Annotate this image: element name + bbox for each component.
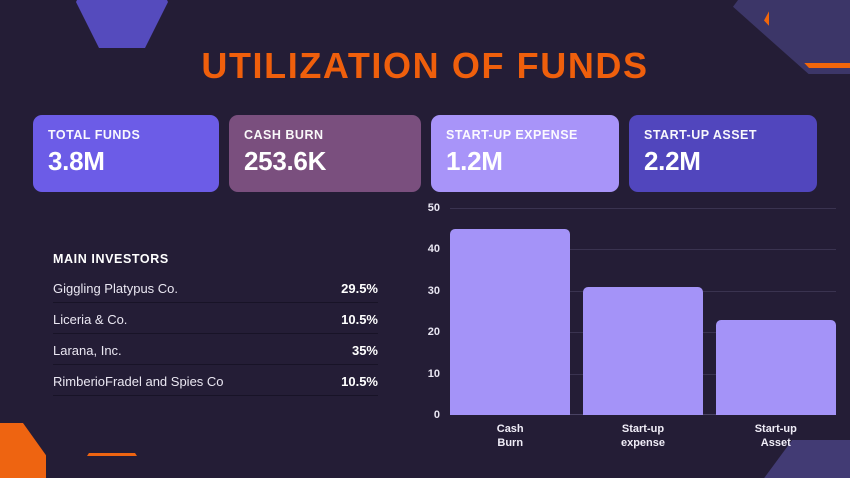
- stat-card-label: START-UP ASSET: [644, 128, 758, 142]
- stat-card-label: TOTAL FUNDS: [48, 128, 141, 142]
- table-row: RimberioFradel and Spies Co 10.5%: [53, 374, 378, 396]
- investor-name: Larana, Inc.: [53, 343, 122, 358]
- chart-bar: [715, 319, 836, 415]
- hexagon-decoration-top-left: [76, 0, 168, 48]
- chart-x-tick-label: Cash Burn: [450, 422, 570, 450]
- chart-y-tick-label: 40: [427, 243, 440, 256]
- chart-gridline: [450, 208, 836, 209]
- investor-name: RimberioFradel and Spies Co: [53, 374, 224, 389]
- chart-y-tick-label: 50: [427, 202, 440, 214]
- stat-card-startup-asset: START-UP ASSET 2.2M: [629, 115, 817, 192]
- investor-percent: 10.5%: [341, 312, 378, 327]
- chart-y-tick-label: 20: [427, 326, 440, 339]
- stat-card-value: 3.8M: [48, 146, 105, 176]
- stat-card-label: CASH BURN: [244, 128, 324, 142]
- investor-name: Giggling Platypus Co.: [53, 281, 179, 296]
- investor-percent: 10.5%: [341, 374, 378, 389]
- chart-bar-slot: [450, 208, 571, 415]
- stat-card-row: TOTAL FUNDS 3.8M CASH BURN 253.6K START-…: [33, 115, 817, 192]
- table-row: Giggling Platypus Co. 29.5%: [53, 281, 378, 303]
- chart-bar: [450, 228, 571, 415]
- chart-y-tick-label: 0: [433, 409, 440, 421]
- chart-x-tick-line: Burn: [497, 437, 524, 449]
- stat-card-value: 1.2M: [446, 146, 503, 176]
- stat-card-label: START-UP EXPENSE: [446, 128, 578, 142]
- stat-card-value: 2.2M: [644, 146, 701, 176]
- chart-y-tick-label: 30: [427, 284, 440, 297]
- main-investors-heading: MAIN INVESTORS: [53, 252, 169, 266]
- funds-bar-chart: 50 40 30 20 10 0 Cash Burn Start-up expense Start…: [424, 200, 836, 458]
- stat-card-startup-expense: START-UP EXPENSE 1.2M: [431, 115, 619, 192]
- hexagon-outline-decoration-bottom-left: [64, 453, 160, 478]
- chart-x-tick-line: Start-up: [754, 423, 797, 435]
- page-title: UTILIZATION OF FUNDS: [201, 45, 649, 86]
- table-row: Liceria & Co. 10.5%: [53, 312, 378, 334]
- investor-percent: 29.5%: [341, 281, 378, 296]
- chart-gridline: [450, 249, 836, 251]
- chart-bar-slot: [715, 208, 836, 415]
- chart-x-tick-line: Cash: [496, 423, 524, 435]
- chart-x-axis: Cash Burn Start-up expense Start-up Asset: [450, 422, 836, 450]
- stat-card-value: 253.6K: [244, 146, 327, 176]
- chart-x-tick-line: Start-up: [621, 423, 665, 435]
- chart-x-tick-label: Start-up expense: [583, 422, 703, 450]
- chart-plot-area: [450, 208, 836, 415]
- chart-y-tick-label: 10: [427, 367, 440, 380]
- table-row: Larana, Inc. 35%: [53, 343, 378, 365]
- stat-card-cash-burn: CASH BURN 253.6K: [229, 115, 421, 192]
- chart-bars: [450, 208, 836, 415]
- chart-bar-slot: [582, 208, 704, 415]
- stat-card-total-funds: TOTAL FUNDS 3.8M: [33, 115, 219, 192]
- chart-x-tick-line: Asset: [760, 437, 791, 449]
- investor-name: Liceria & Co.: [53, 312, 128, 327]
- main-investors-table: MAIN INVESTORS Giggling Platypus Co. 29.…: [53, 252, 378, 405]
- investor-percent: 35%: [351, 343, 378, 358]
- chart-bar: [582, 286, 704, 415]
- chart-x-tick-label: Start-up Asset: [716, 422, 836, 450]
- chart-x-tick-line: expense: [620, 437, 665, 449]
- hexagon-decoration-bottom-left: [0, 423, 46, 478]
